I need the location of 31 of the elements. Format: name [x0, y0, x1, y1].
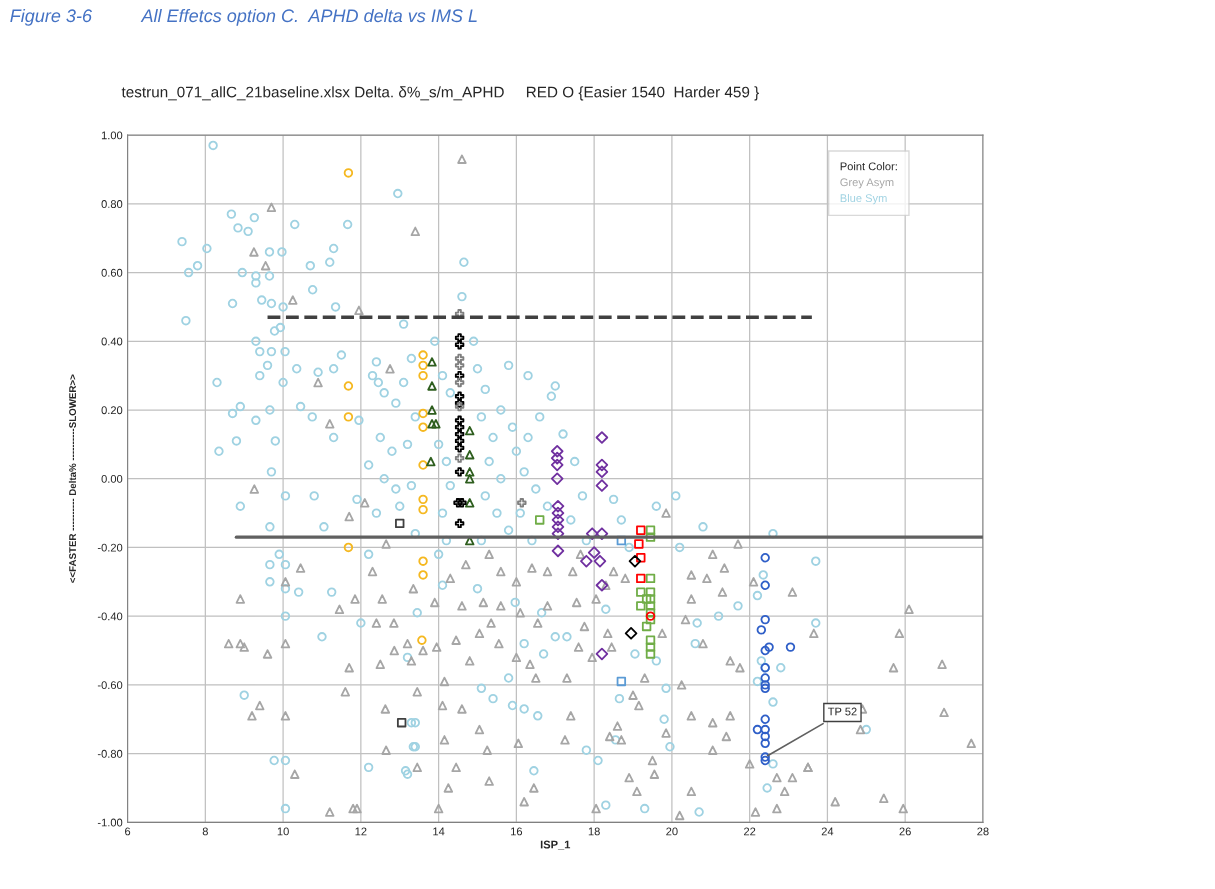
y-tick-label: -0.20 [97, 543, 123, 552]
x-tick-label: 14 [433, 827, 445, 836]
y-tick-label: 0.60 [101, 268, 123, 277]
chart-subtitle: testrun_071_allC_21baseline.xlsx Delta. δ%_s/m_APHD RED O {Easier 1540 Harder 459 } [121, 86, 759, 101]
x-tick-label: 6 [125, 827, 131, 836]
y-tick-label: 0.80 [101, 200, 123, 208]
x-tick-label: 26 [899, 827, 911, 836]
y-tick-label: -1.00 [97, 818, 123, 827]
y-tick-label: -0.60 [97, 681, 123, 690]
y-tick-label: -0.40 [97, 612, 123, 621]
x-tick-label: 28 [977, 827, 989, 836]
x-tick-label: 24 [821, 827, 834, 836]
x-tick-label: 12 [355, 827, 367, 836]
x-tick-label: 10 [277, 827, 289, 836]
x-tick-label: 22 [744, 827, 756, 836]
chart-title: Figure 3-6 All Effetcs option C. APHD delta vs IMS L [10, 8, 477, 26]
x-tick-label: 16 [511, 827, 523, 836]
text: Blue Sym [840, 193, 887, 205]
x-axis-title: ISP_1 [540, 840, 571, 850]
annotation: TP 52 [827, 707, 857, 716]
y-tick-label: 0.00 [101, 474, 123, 483]
x-tick-label: 8 [202, 827, 208, 836]
y-tick-label: 0.20 [101, 406, 123, 415]
y-tick-label: 1.00 [101, 131, 123, 140]
y-axis-title: <<FASTER ---------- Delta% ----------SLOWER>> [68, 374, 77, 583]
legend-title: Point Color: [840, 162, 897, 171]
x-tick-label: 20 [666, 827, 678, 836]
y-tick-label: 0.40 [101, 337, 123, 346]
y-tick-label: -0.80 [97, 749, 123, 758]
x-tick-label: 18 [588, 827, 600, 836]
text: Grey Asym [840, 178, 894, 189]
